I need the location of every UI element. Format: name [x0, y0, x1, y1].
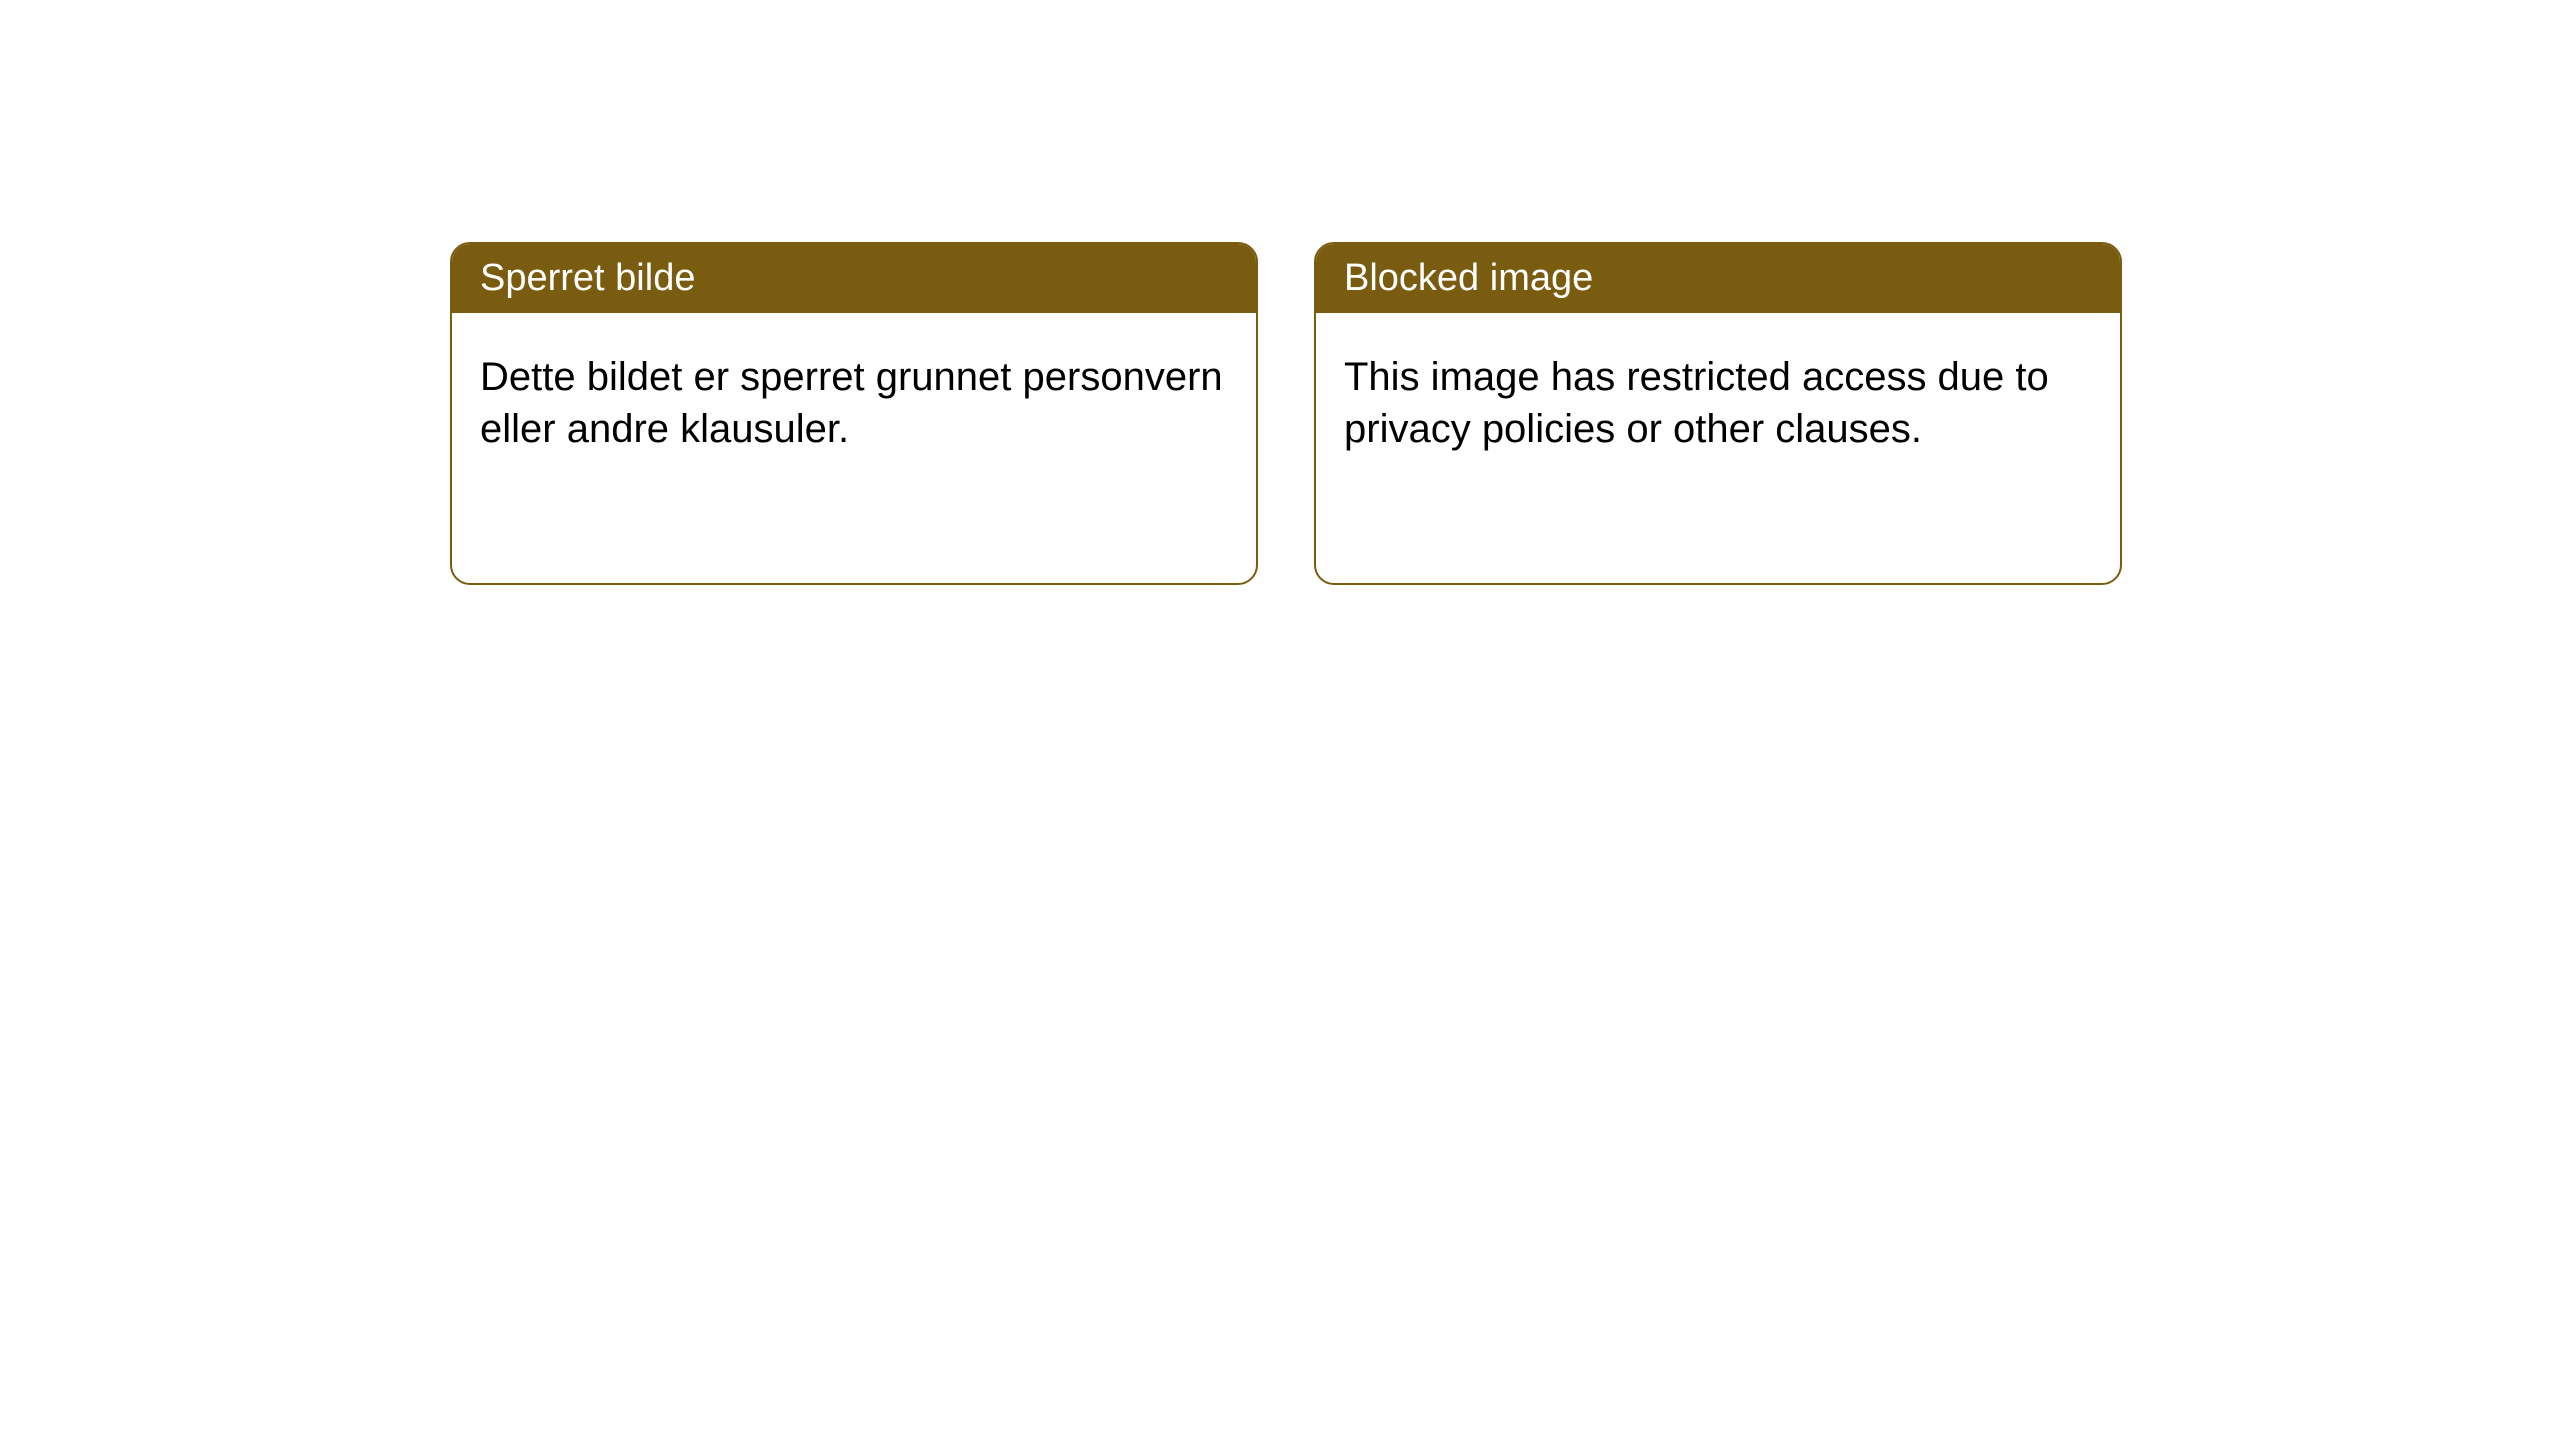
notice-body-english: This image has restricted access due to … [1316, 313, 2120, 583]
notice-container: Sperret bilde Dette bildet er sperret gr… [450, 242, 2122, 585]
notice-card-norwegian: Sperret bilde Dette bildet er sperret gr… [450, 242, 1258, 585]
notice-body-norwegian: Dette bildet er sperret grunnet personve… [452, 313, 1256, 583]
notice-header-english: Blocked image [1316, 244, 2120, 313]
notice-header-norwegian: Sperret bilde [452, 244, 1256, 313]
notice-card-english: Blocked image This image has restricted … [1314, 242, 2122, 585]
